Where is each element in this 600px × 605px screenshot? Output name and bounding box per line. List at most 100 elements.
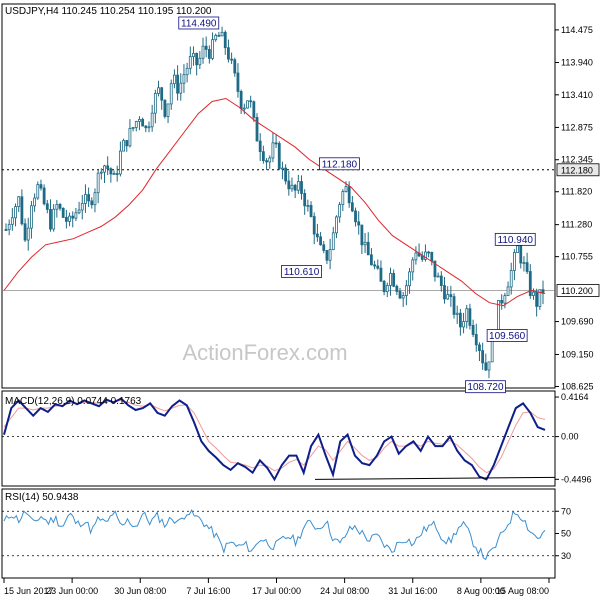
candle-body xyxy=(242,107,246,110)
candle-body xyxy=(354,210,357,223)
candle-body xyxy=(188,56,192,69)
candle-body xyxy=(350,202,354,212)
candle-body xyxy=(134,121,138,128)
candle-body xyxy=(328,249,332,261)
candle-body xyxy=(265,160,268,163)
candle-body xyxy=(455,312,459,315)
candle-body xyxy=(449,294,453,298)
candle-body xyxy=(64,217,68,222)
candle-body xyxy=(87,194,91,202)
candle-body xyxy=(71,215,75,219)
candle-body xyxy=(217,34,221,37)
candle-body xyxy=(138,118,141,122)
candle-body xyxy=(303,193,307,207)
symbol-header: USDJPY,H4 110.245 110.254 110.195 110.20… xyxy=(5,6,212,17)
macd-y-label: -0.4496 xyxy=(561,474,592,484)
candle-body xyxy=(414,252,418,261)
candle-body xyxy=(522,262,526,264)
candle-body xyxy=(99,171,103,174)
candle-body xyxy=(258,140,262,153)
candle-body xyxy=(236,72,240,92)
candle-body xyxy=(296,181,300,191)
candle-body xyxy=(61,207,65,218)
candle-body xyxy=(411,259,415,273)
y-tick-label: 112.345 xyxy=(561,155,593,165)
candle-body xyxy=(395,285,399,292)
candle-body xyxy=(109,168,113,175)
candle-body xyxy=(39,184,43,189)
candle-body xyxy=(96,172,100,194)
annotation-box xyxy=(319,157,360,171)
candle-body xyxy=(452,296,456,315)
price-marker-box xyxy=(556,284,600,297)
candle-body xyxy=(255,117,259,142)
candle-body xyxy=(347,186,351,204)
candle-body xyxy=(300,181,303,194)
candle-body xyxy=(458,312,462,328)
price-marker-label: 110.200 xyxy=(561,286,593,296)
candle-body xyxy=(420,255,424,260)
candle-body xyxy=(290,184,294,190)
candle-body xyxy=(509,270,513,288)
candle-body xyxy=(436,275,440,278)
candle-body xyxy=(430,251,434,262)
y-tick-label: 113.410 xyxy=(561,90,593,100)
candle-body xyxy=(281,167,284,170)
y-tick-label: 114.475 xyxy=(561,25,593,35)
candle-body xyxy=(192,52,195,57)
candle-body xyxy=(385,285,389,293)
candle-body xyxy=(462,321,465,328)
candle-body xyxy=(427,251,431,254)
candle-body xyxy=(401,295,405,299)
rsi-y-label: 70 xyxy=(561,506,571,516)
candle-body xyxy=(122,140,125,152)
candle-body xyxy=(106,165,110,170)
y-tick-label: 113.940 xyxy=(561,58,593,68)
candle-body xyxy=(239,91,243,110)
candle-body xyxy=(195,52,199,66)
annotation-label: 110.610 xyxy=(284,267,320,278)
candle-body xyxy=(84,194,87,204)
candle-body xyxy=(481,350,485,364)
candle-body xyxy=(26,227,30,241)
candle-body xyxy=(404,285,408,296)
candle-body xyxy=(118,150,122,175)
y-tick-label: 111.280 xyxy=(561,220,592,230)
candle-body xyxy=(363,241,367,246)
candle-body xyxy=(49,209,52,230)
macd-y-label: 0.00 xyxy=(561,432,579,442)
candle-body xyxy=(379,267,383,282)
candle-body xyxy=(4,229,8,231)
candle-body xyxy=(204,45,208,50)
rsi-y-label: 30 xyxy=(561,551,571,561)
candle-body xyxy=(500,300,504,304)
candle-body xyxy=(516,245,519,253)
candle-body xyxy=(357,221,361,226)
candle-body xyxy=(322,244,326,251)
candle-body xyxy=(103,165,106,173)
candle-body xyxy=(58,204,62,209)
candle-body xyxy=(360,224,364,246)
candle-body xyxy=(166,103,170,117)
candle-body xyxy=(125,140,129,147)
macd-line xyxy=(3,397,546,482)
annotation-label: 114.490 xyxy=(181,18,217,29)
candle-body xyxy=(179,82,183,94)
candle-body xyxy=(112,173,116,175)
y-tick-label: 112.875 xyxy=(561,122,593,132)
x-tick-label: 31 Jul 16:00 xyxy=(388,586,437,596)
candle-body xyxy=(23,223,27,241)
rsi-title: RSI(14) 50.9438 xyxy=(5,492,79,503)
candle-body xyxy=(77,209,81,214)
candle-body xyxy=(319,236,322,246)
x-tick-label: 17 Jul 00:00 xyxy=(252,586,301,596)
y-tick-label: 109.150 xyxy=(561,349,594,359)
candle-body xyxy=(20,196,24,225)
macd-trendline xyxy=(314,476,556,480)
annotation-label: 109.560 xyxy=(489,331,526,342)
candle-body xyxy=(382,280,386,293)
candle-body xyxy=(274,142,278,145)
candle-body xyxy=(261,151,265,162)
candle-body xyxy=(293,184,297,191)
